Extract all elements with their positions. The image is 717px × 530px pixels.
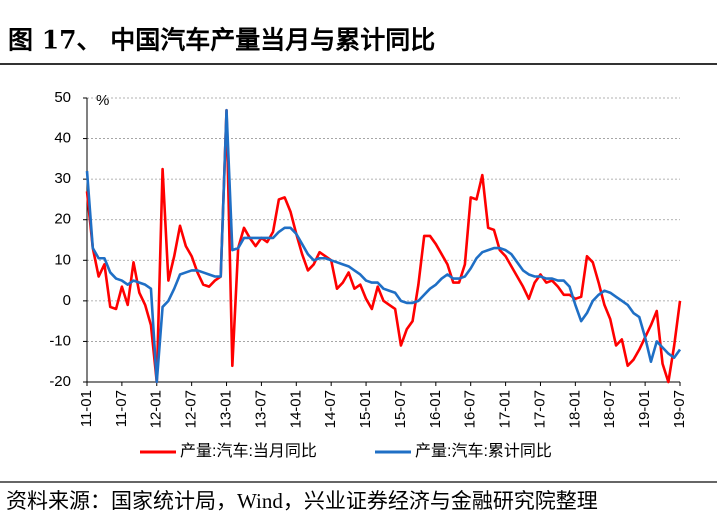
x-tick-label: 18-07 <box>601 390 618 428</box>
x-tick-label: 17-07 <box>531 390 548 428</box>
x-tick-label: 12-01 <box>148 390 165 428</box>
source-note: 资料来源：国家统计局，Wind，兴业证券经济与金融研究院整理 <box>6 489 598 513</box>
y-tick-label: 20 <box>54 211 71 228</box>
x-tick-label: 14-07 <box>322 390 339 428</box>
y-tick-label: 0 <box>63 292 71 309</box>
x-tick-label: 13-07 <box>252 390 269 428</box>
y-tick-label: -10 <box>49 332 71 349</box>
x-tick-label: 12-07 <box>183 390 200 428</box>
y-tick-label: 30 <box>54 170 71 187</box>
x-tick-label: 16-07 <box>462 390 479 428</box>
x-tick-label: 15-07 <box>392 390 409 428</box>
x-tick-label: 17-01 <box>497 390 514 428</box>
chart-title: 图 17、 中国汽车产量当月与累计同比 <box>8 26 435 55</box>
legend-label: 产量:汽车:累计同比 <box>415 442 552 460</box>
x-tick-label: 15-01 <box>357 390 374 428</box>
series-line <box>85 108 682 384</box>
x-tick-label: 16-01 <box>427 390 444 428</box>
series-line <box>85 108 682 384</box>
y-tick-label: -20 <box>49 373 71 390</box>
x-tick-label: 13-01 <box>217 390 234 428</box>
x-tick-label: 11-07 <box>113 390 130 427</box>
legend-label: 产量:汽车:当月同比 <box>180 442 317 460</box>
y-unit: % <box>96 92 109 109</box>
x-tick-label: 18-01 <box>566 390 583 428</box>
y-tick-label: 50 <box>54 89 71 106</box>
y-tick-label: 10 <box>54 251 71 268</box>
y-tick-label: 40 <box>54 130 71 147</box>
x-tick-label: 19-01 <box>636 390 653 428</box>
x-tick-label: 14-01 <box>287 390 304 428</box>
x-tick-label: 19-07 <box>671 390 688 428</box>
x-tick-label: 11-01 <box>78 390 95 427</box>
